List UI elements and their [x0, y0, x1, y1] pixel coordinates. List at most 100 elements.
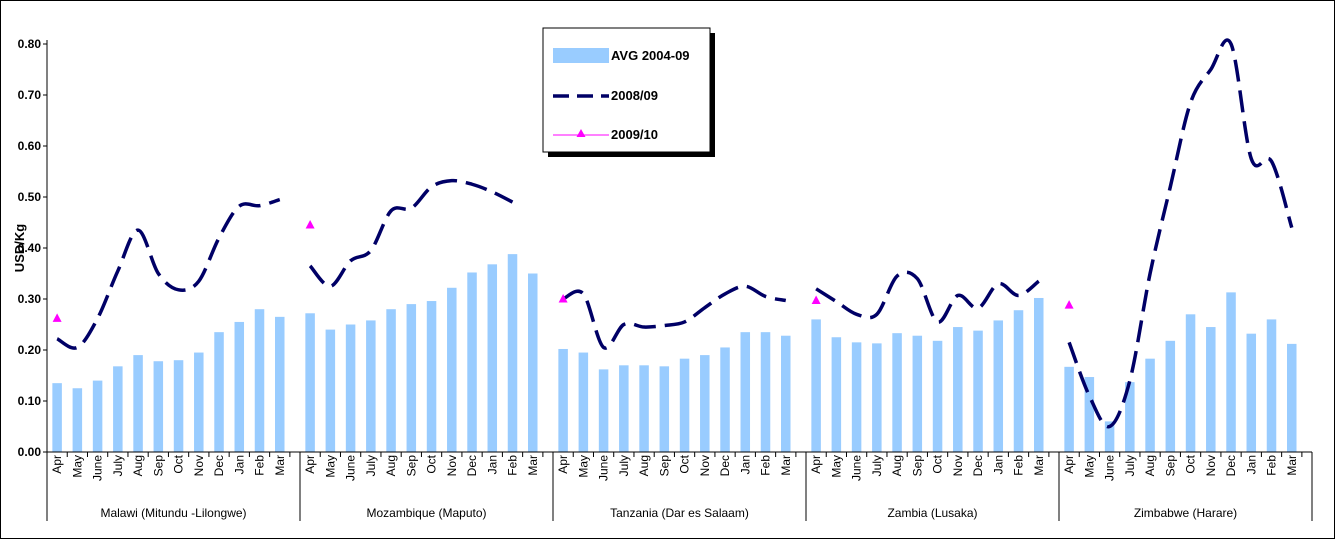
x-tick-label: Nov — [698, 455, 712, 476]
bar — [558, 348, 568, 452]
legend-label-avg: AVG 2004-09 — [611, 48, 690, 63]
x-tick-label: June — [1103, 455, 1117, 481]
marker-2009-10 — [558, 294, 568, 303]
bar — [447, 287, 457, 452]
bar — [1165, 340, 1176, 452]
x-tick-label: June — [344, 455, 358, 481]
marker-2009-10 — [52, 313, 62, 322]
x-tick-label: Dec — [465, 455, 479, 476]
x-tick-label: Oct — [425, 454, 439, 473]
y-tick-label: 0.10 — [18, 394, 42, 408]
x-tick-label: Nov — [1204, 455, 1218, 476]
bar — [173, 360, 184, 452]
x-tick-label: Mar — [526, 455, 540, 476]
legend-label-2008: 2008/09 — [611, 88, 658, 103]
marker-2009-10 — [811, 295, 821, 305]
bar — [679, 358, 690, 452]
bar — [973, 330, 983, 452]
x-tick-label: July — [870, 455, 884, 476]
bar — [811, 319, 821, 452]
group-label: Zimbabwe (Harare) — [1134, 506, 1237, 520]
legend-swatch-2009-marker — [576, 129, 586, 137]
bar — [52, 383, 62, 452]
bar — [406, 304, 417, 452]
bar — [598, 369, 609, 452]
bar — [1013, 310, 1024, 452]
x-tick-label: July — [1123, 455, 1137, 476]
axes-layer: 0.00 0.10 0.20 0.30 0.40 0.50 0.60 0.70 0.80 Apr M… — [18, 37, 1313, 521]
series-line-2008-09 — [56, 197, 281, 350]
x-tick-label: June — [597, 455, 611, 481]
bar — [133, 355, 143, 452]
x-tick-label: Apr — [303, 455, 317, 474]
x-tick-label: Feb — [759, 455, 773, 476]
x-tick-label: Mar — [1032, 455, 1046, 476]
x-tick-label: Apr — [1062, 455, 1076, 474]
lines-layer — [56, 38, 1294, 429]
markers-layer — [52, 220, 1074, 322]
x-tick-label: Dec — [718, 455, 732, 476]
x-tick-label: Dec — [1224, 455, 1238, 476]
series-line-2008-09 — [1067, 38, 1294, 429]
x-tick-label: Nov — [192, 455, 206, 476]
x-tick-label: Sep — [151, 455, 165, 477]
x-tick-label: Aug — [890, 455, 904, 476]
bar — [1104, 421, 1115, 452]
series-line-2008-09 — [815, 270, 1040, 324]
x-tick-label: Nov — [445, 455, 459, 476]
x-tick-label: Oct — [678, 454, 692, 473]
bar — [619, 365, 629, 452]
bar — [1145, 358, 1155, 452]
marker-2009-10 — [1064, 300, 1074, 309]
bar — [639, 365, 649, 452]
x-tick-label: Sep — [910, 455, 924, 477]
bar — [487, 264, 498, 452]
x-tick-label: May — [1082, 455, 1096, 478]
bar — [345, 324, 356, 452]
x-tick-label: Jan — [232, 455, 246, 474]
y-axis-label: USD/Kg — [12, 224, 27, 272]
series-line-2008-09 — [562, 284, 787, 350]
bar — [1084, 377, 1095, 452]
bar — [507, 254, 518, 452]
bar — [426, 301, 437, 452]
bar — [740, 332, 751, 452]
x-tick-label: Oct — [1184, 454, 1198, 473]
x-tick-label: Feb — [253, 455, 267, 476]
x-tick-label: Feb — [1265, 455, 1279, 476]
series-line-2008-09 — [308, 178, 514, 288]
x-tick-label: Mar — [1285, 455, 1299, 476]
x-tick-label: Apr — [556, 455, 570, 474]
bar — [1246, 333, 1257, 452]
bar — [851, 342, 862, 452]
legend-swatch-avg — [553, 48, 609, 63]
bar — [366, 320, 376, 452]
bar — [953, 327, 963, 452]
bar — [113, 366, 123, 452]
marker-2009-10 — [305, 220, 315, 229]
bar — [760, 332, 771, 452]
bar — [892, 333, 902, 452]
x-tick-label: Oct — [931, 454, 945, 473]
group-label: Mozambique (Maputo) — [366, 506, 486, 520]
bar — [720, 347, 730, 452]
y-tick-label: 0.50 — [18, 190, 42, 204]
y-tick-label: 0.20 — [18, 343, 42, 357]
bar — [153, 361, 164, 452]
y-tick-label: 0.00 — [18, 445, 42, 459]
bar — [214, 332, 224, 452]
y-tick-label: 0.40 — [18, 241, 42, 255]
x-tick-label: Mar — [779, 455, 793, 476]
bar — [1226, 292, 1236, 452]
bar — [275, 316, 285, 452]
bar — [1034, 297, 1044, 452]
x-tick-label: Dec — [212, 455, 226, 476]
bar — [932, 340, 943, 452]
x-tick-label: Jan — [485, 455, 499, 474]
bar — [1064, 366, 1074, 452]
legend: AVG 2004-09 2008/09 2009/10 — [542, 27, 715, 157]
x-tick-label: Dec — [971, 455, 985, 476]
group-label: Tanzania (Dar es Salaam) — [610, 506, 749, 520]
